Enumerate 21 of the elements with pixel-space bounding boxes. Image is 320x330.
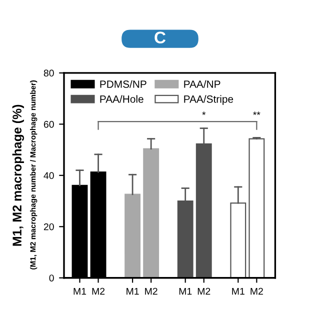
annotation: * <box>202 112 206 116</box>
x-tick-label: M2 <box>92 288 105 295</box>
y-tick-label: 80 <box>44 70 54 77</box>
x-tick-label: M1 <box>179 288 192 295</box>
text: C <box>154 32 166 44</box>
x-tick-label: M1 <box>126 288 139 295</box>
y-tick-label: 40 <box>44 172 54 180</box>
y-tick-label: 60 <box>44 120 54 128</box>
x-tick-label: M1 <box>74 288 86 295</box>
legend-label: PDMS/NP <box>100 80 146 88</box>
x-tick-label: M1 <box>232 288 244 295</box>
legend-label: PAA/Hole <box>100 95 144 103</box>
legend-label: PAA/NP <box>184 80 220 88</box>
y-tick-label: 20 <box>44 223 54 230</box>
y-tick-label: 0 <box>49 274 54 282</box>
legend-label: PAA/Stripe <box>184 95 234 105</box>
x-tick-label: M2 <box>250 288 263 295</box>
annotation: ** <box>253 112 260 116</box>
y-axis-title: M1, M2 macrophage (%) <box>12 104 24 246</box>
x-tick-label: M2 <box>145 288 158 295</box>
x-tick-label: M2 <box>198 288 210 295</box>
